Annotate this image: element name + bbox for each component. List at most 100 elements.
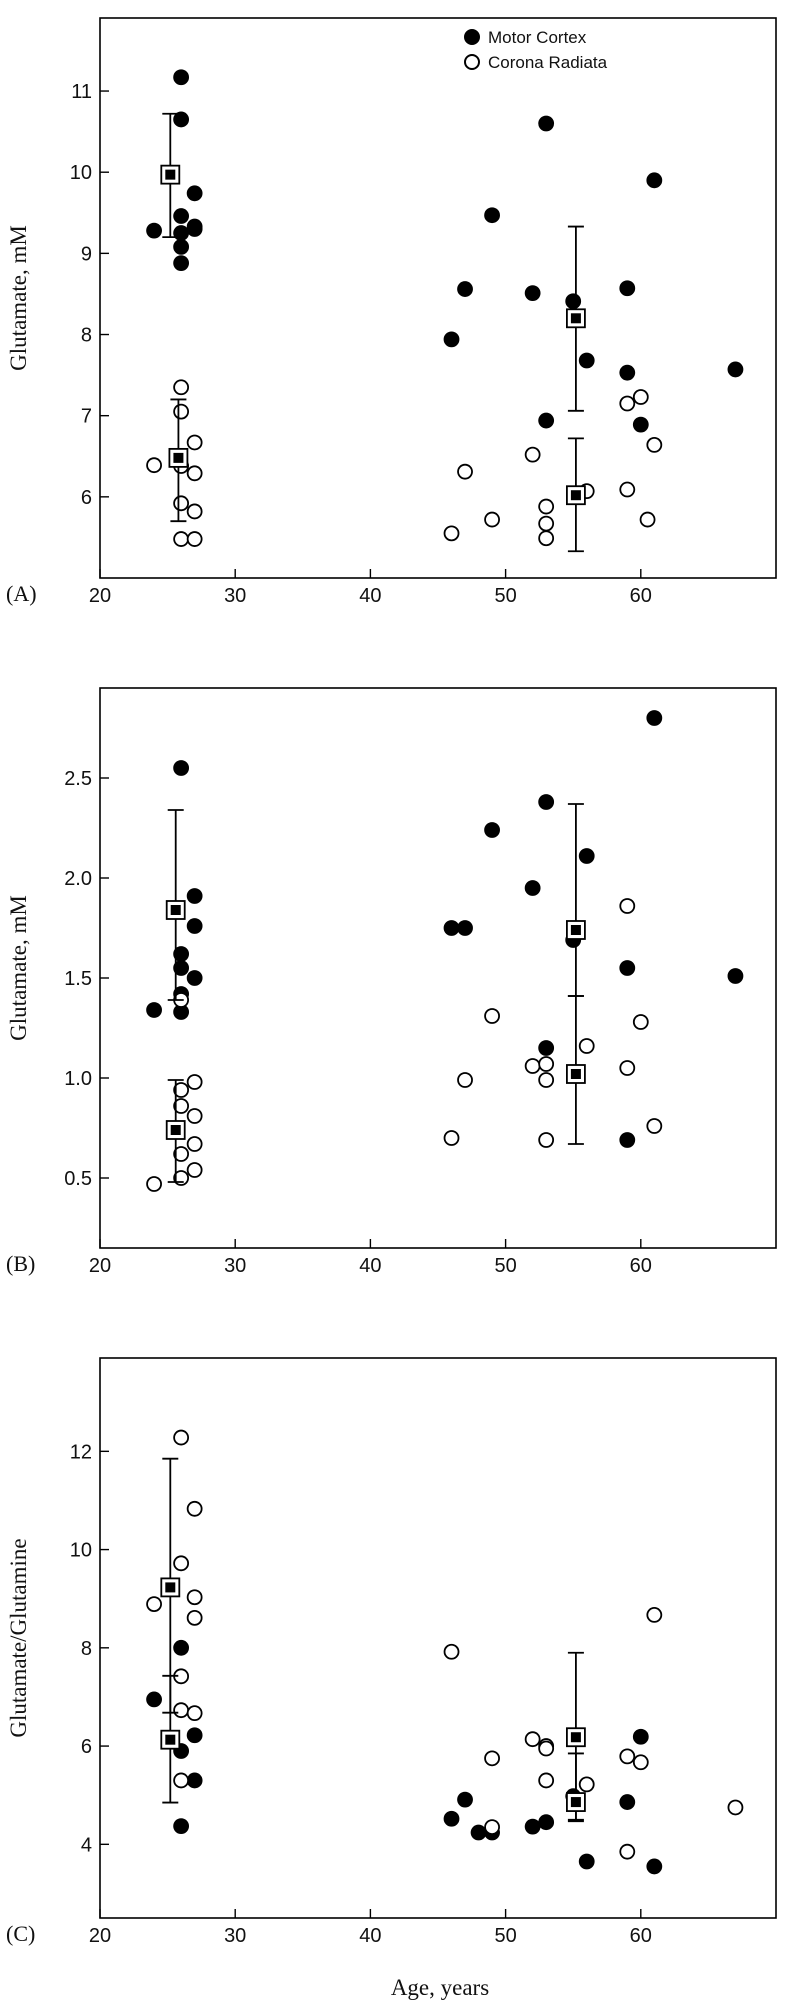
corona-radiata-point bbox=[186, 434, 203, 451]
corona-radiata-point bbox=[538, 1740, 555, 1757]
motor-cortex-point bbox=[484, 822, 500, 838]
y-tick-label-b: 0.5 bbox=[64, 1168, 92, 1190]
x-tick-label-a: 20 bbox=[89, 585, 111, 607]
corona-radiata-point bbox=[524, 1731, 541, 1748]
panel-c: 20 30 40 50 60 4 6 8 10 12 Glutamate/Glutamine (C) bbox=[6, 1357, 777, 1947]
plot-frame-c bbox=[99, 1357, 777, 1919]
legend-corona-radiata-marker bbox=[464, 54, 480, 70]
y-tick-label-b: 2.5 bbox=[64, 768, 92, 790]
motor-cortex-point bbox=[173, 1639, 190, 1656]
plot-frame-a bbox=[99, 17, 777, 579]
motor-cortex-mean-marker-core bbox=[570, 925, 581, 935]
corona-radiata-point bbox=[173, 1702, 190, 1719]
x-tick-label-a: 40 bbox=[359, 585, 381, 607]
motor-cortex-point bbox=[173, 1818, 190, 1835]
x-tick-label-b: 30 bbox=[224, 1255, 246, 1277]
motor-cortex-point bbox=[524, 880, 541, 896]
corona-radiata-point bbox=[646, 1118, 663, 1134]
corona-radiata-point bbox=[619, 1843, 636, 1860]
corona-radiata-point bbox=[173, 1082, 190, 1098]
corona-radiata-point bbox=[146, 457, 162, 474]
corona-radiata-point bbox=[484, 1819, 500, 1836]
motor-cortex-point bbox=[173, 69, 190, 86]
corona-radiata-point bbox=[538, 1072, 555, 1088]
corona-radiata-point bbox=[632, 1014, 649, 1030]
motor-cortex-point bbox=[146, 222, 162, 239]
corona-radiata-point bbox=[484, 1750, 500, 1767]
motor-cortex-point bbox=[619, 1132, 636, 1148]
motor-cortex-point bbox=[443, 331, 460, 348]
motor-cortex-point bbox=[578, 1853, 595, 1870]
motor-cortex-point bbox=[619, 280, 636, 297]
motor-cortex-mean-marker-core bbox=[165, 169, 176, 180]
motor-cortex-point bbox=[538, 794, 555, 810]
x-tick-label-c: 60 bbox=[630, 1925, 652, 1947]
corona-radiata-point bbox=[538, 530, 555, 547]
y-tick-label-b: 2.0 bbox=[64, 868, 92, 890]
corona-radiata-point bbox=[443, 1130, 460, 1146]
y-tick-label-c: 8 bbox=[81, 1638, 92, 1660]
corona-radiata-point bbox=[457, 463, 473, 480]
motor-cortex-point bbox=[173, 960, 190, 976]
motor-cortex-point bbox=[727, 968, 744, 984]
x-tick-label-c: 50 bbox=[494, 1925, 516, 1947]
legend-corona-radiata-label: Corona Radiata bbox=[488, 53, 608, 72]
panel-label-b: (B) bbox=[6, 1251, 35, 1276]
corona-radiata-point bbox=[484, 511, 500, 528]
x-tick-label-a: 50 bbox=[494, 585, 516, 607]
panel-a: 20 30 40 50 60 6 7 8 9 10 11 Glutamate, mM (A) bbox=[6, 17, 777, 607]
corona-radiata-point bbox=[186, 1705, 203, 1722]
motor-cortex-point bbox=[443, 1810, 460, 1827]
corona-radiata-point bbox=[186, 1108, 203, 1124]
panel-b: 20 30 40 50 60 0.5 1.0 1.5 2.0 2.5 Glutamate, mM (B… bbox=[6, 687, 777, 1277]
corona-radiata-point bbox=[457, 1072, 473, 1088]
motor-cortex-point bbox=[565, 293, 582, 310]
y-axis-title-b: Glutamate, mM bbox=[6, 895, 31, 1041]
corona-radiata-point bbox=[578, 1038, 595, 1054]
corona-radiata-point bbox=[173, 1555, 190, 1572]
motor-cortex-point bbox=[524, 1818, 541, 1835]
corona-radiata-point bbox=[646, 436, 663, 453]
motor-cortex-point bbox=[186, 1727, 203, 1744]
motor-cortex-point bbox=[646, 710, 663, 726]
motor-cortex-point bbox=[457, 281, 473, 297]
panel-label-a: (A) bbox=[6, 581, 37, 606]
y-tick-label-b: 1.0 bbox=[64, 1068, 92, 1090]
corona-radiata-point bbox=[619, 1748, 636, 1765]
corona-radiata-point bbox=[186, 1136, 203, 1152]
corona-radiata-point bbox=[173, 495, 190, 512]
motor-cortex-point bbox=[619, 960, 636, 976]
x-tick-label-a: 30 bbox=[224, 585, 246, 607]
corona-radiata-point bbox=[186, 1589, 203, 1606]
motor-cortex-point bbox=[578, 352, 595, 369]
motor-cortex-point bbox=[146, 1691, 162, 1708]
motor-cortex-point bbox=[173, 760, 190, 776]
motor-cortex-point bbox=[186, 970, 203, 986]
y-axis-title-a: Glutamate, mM bbox=[6, 225, 31, 371]
motor-cortex-point bbox=[186, 888, 203, 904]
motor-cortex-point bbox=[538, 115, 555, 132]
corona-radiata-point bbox=[639, 511, 656, 528]
corona-radiata-point bbox=[538, 1132, 555, 1148]
corona-radiata-point bbox=[538, 1056, 555, 1072]
corona-radiata-point bbox=[186, 1074, 203, 1090]
plot-frame-b bbox=[99, 687, 777, 1249]
motor-cortex-point bbox=[186, 918, 203, 934]
x-tick-label-b: 40 bbox=[359, 1255, 381, 1277]
motor-cortex-point bbox=[173, 238, 190, 255]
motor-cortex-point bbox=[538, 1814, 555, 1831]
corona-radiata-point bbox=[173, 1772, 190, 1789]
corona-radiata-point bbox=[186, 503, 203, 520]
corona-radiata-point bbox=[186, 1609, 203, 1626]
motor-cortex-point bbox=[457, 1791, 473, 1808]
motor-cortex-point bbox=[173, 208, 190, 224]
corona-radiata-point bbox=[186, 1162, 203, 1178]
x-tick-label-b: 50 bbox=[494, 1255, 516, 1277]
corona-radiata-point bbox=[632, 389, 649, 405]
motor-cortex-point bbox=[146, 1002, 162, 1018]
motor-cortex-mean-marker-core bbox=[570, 1797, 581, 1808]
corona-radiata-point bbox=[146, 1176, 162, 1192]
corona-radiata-point bbox=[173, 531, 190, 547]
motor-cortex-point bbox=[538, 412, 555, 429]
x-tick-label-b: 20 bbox=[89, 1255, 111, 1277]
